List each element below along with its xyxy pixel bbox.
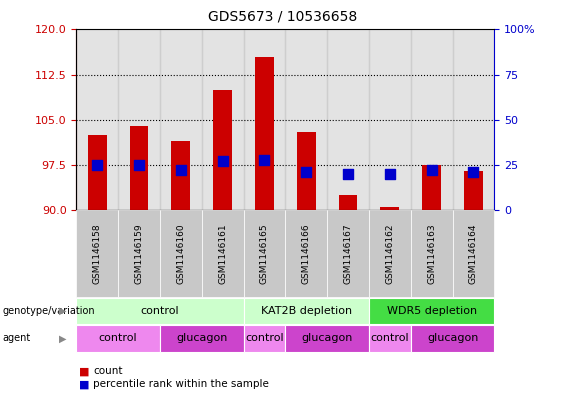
Text: ▶: ▶ bbox=[59, 333, 67, 343]
Bar bbox=[411, 29, 453, 210]
Text: glucagon: glucagon bbox=[176, 333, 227, 343]
Bar bbox=[422, 165, 441, 210]
Bar bbox=[160, 29, 202, 210]
Bar bbox=[255, 57, 274, 210]
Point bbox=[176, 167, 185, 174]
Text: GSM1146162: GSM1146162 bbox=[385, 223, 394, 284]
Text: control: control bbox=[141, 306, 179, 316]
Text: GSM1146165: GSM1146165 bbox=[260, 223, 269, 284]
Bar bbox=[88, 135, 107, 210]
Text: GSM1146166: GSM1146166 bbox=[302, 223, 311, 284]
Bar bbox=[380, 207, 399, 210]
Text: genotype/variation: genotype/variation bbox=[3, 306, 95, 316]
Text: count: count bbox=[93, 366, 123, 376]
Text: GSM1146161: GSM1146161 bbox=[218, 223, 227, 284]
Bar bbox=[297, 132, 316, 210]
Text: glucagon: glucagon bbox=[302, 333, 353, 343]
Point bbox=[218, 158, 227, 165]
Point bbox=[344, 171, 353, 177]
Text: control: control bbox=[371, 333, 409, 343]
Text: GSM1146163: GSM1146163 bbox=[427, 223, 436, 284]
Text: GSM1146159: GSM1146159 bbox=[134, 223, 144, 284]
Point bbox=[134, 162, 144, 168]
Bar bbox=[202, 29, 244, 210]
Bar bbox=[285, 29, 327, 210]
Text: ▶: ▶ bbox=[59, 306, 67, 316]
Text: percentile rank within the sample: percentile rank within the sample bbox=[93, 379, 269, 389]
Point bbox=[93, 162, 102, 168]
Bar bbox=[338, 195, 358, 210]
Bar bbox=[213, 90, 232, 210]
Bar bbox=[76, 29, 118, 210]
Text: agent: agent bbox=[3, 333, 31, 343]
Text: GSM1146158: GSM1146158 bbox=[93, 223, 102, 284]
Text: ■: ■ bbox=[79, 366, 90, 376]
Point bbox=[427, 167, 436, 174]
Text: GSM1146167: GSM1146167 bbox=[344, 223, 353, 284]
Bar bbox=[129, 126, 149, 210]
Point bbox=[260, 156, 269, 163]
Bar bbox=[118, 29, 160, 210]
Point bbox=[385, 171, 394, 177]
Text: WDR5 depletion: WDR5 depletion bbox=[386, 306, 477, 316]
Bar bbox=[369, 29, 411, 210]
Text: GSM1146160: GSM1146160 bbox=[176, 223, 185, 284]
Bar bbox=[244, 29, 285, 210]
Text: glucagon: glucagon bbox=[427, 333, 478, 343]
Bar bbox=[453, 29, 494, 210]
Text: KAT2B depletion: KAT2B depletion bbox=[260, 306, 352, 316]
Text: GDS5673 / 10536658: GDS5673 / 10536658 bbox=[208, 10, 357, 24]
Point bbox=[469, 169, 478, 175]
Text: ■: ■ bbox=[79, 379, 90, 389]
Text: control: control bbox=[245, 333, 284, 343]
Bar bbox=[464, 171, 483, 210]
Bar bbox=[327, 29, 369, 210]
Text: GSM1146164: GSM1146164 bbox=[469, 223, 478, 284]
Point bbox=[302, 169, 311, 175]
Text: control: control bbox=[99, 333, 137, 343]
Bar bbox=[171, 141, 190, 210]
